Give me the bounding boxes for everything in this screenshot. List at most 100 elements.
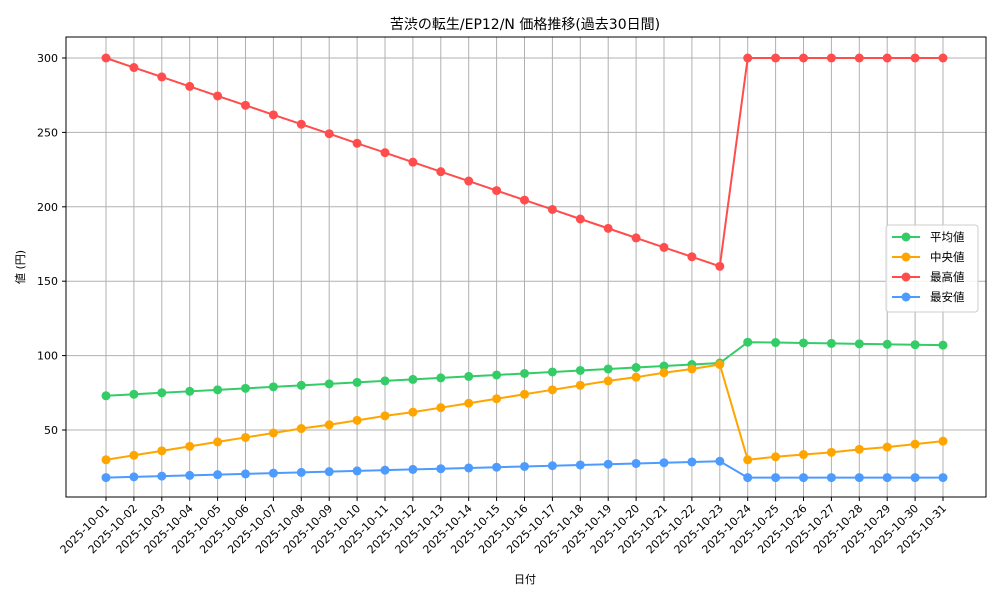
legend-label: 平均値 [930, 230, 965, 244]
chart-title: 苦渋の転生/EP12/N 価格推移(過去30日間) [390, 17, 660, 33]
data-point [129, 389, 139, 399]
data-point [826, 53, 836, 63]
data-point [826, 338, 836, 348]
y-tick-label: 300 [37, 52, 58, 65]
data-point [268, 110, 278, 120]
series-平均値 [101, 337, 948, 401]
data-point [771, 473, 781, 483]
data-point [324, 379, 334, 389]
data-point [603, 364, 613, 374]
data-point [352, 377, 362, 387]
data-point [715, 261, 725, 271]
data-point [185, 441, 195, 451]
y-axis: 50 100 150 200 250 300 [37, 52, 66, 437]
data-point [492, 462, 502, 472]
y-tick-label: 200 [37, 201, 58, 214]
data-point [603, 459, 613, 469]
data-point [659, 242, 669, 252]
data-point [938, 473, 948, 483]
data-point [380, 465, 390, 475]
data-point [129, 472, 139, 482]
data-point [436, 403, 446, 413]
x-axis: 2025-10-012025-10-022025-10-032025-10-04… [58, 497, 949, 556]
data-point [687, 364, 697, 374]
legend-label: 最高値 [930, 270, 965, 284]
data-point [324, 467, 334, 477]
data-point [575, 214, 585, 224]
data-point [213, 91, 223, 101]
data-point [603, 376, 613, 386]
data-point [352, 466, 362, 476]
data-point [241, 100, 250, 110]
data-point [687, 457, 697, 467]
data-point [296, 467, 306, 477]
data-point [799, 473, 808, 483]
series-最高値 [101, 53, 948, 271]
data-point [743, 337, 753, 347]
data-point [157, 446, 167, 456]
y-tick-label: 50 [44, 424, 58, 437]
data-point [157, 471, 167, 481]
data-point [296, 424, 306, 434]
data-point [408, 157, 418, 167]
data-point [520, 389, 529, 399]
plot-frame [65, 36, 987, 498]
data-point [380, 376, 390, 386]
data-point [631, 372, 641, 382]
series-lines [101, 53, 948, 483]
data-point [464, 176, 474, 186]
data-point [464, 463, 474, 473]
data-point [157, 72, 167, 82]
data-point [101, 53, 111, 63]
y-axis-label: 値 (円) [14, 250, 27, 284]
data-point [492, 370, 502, 380]
data-point [882, 442, 892, 452]
data-point [241, 383, 250, 393]
data-point [910, 473, 920, 483]
data-point [129, 63, 139, 73]
data-point [631, 233, 641, 243]
series-最安値 [101, 456, 948, 483]
data-point [268, 428, 278, 438]
data-point [296, 380, 306, 390]
data-point [129, 450, 139, 460]
data-point [575, 460, 585, 470]
y-tick-label: 150 [37, 275, 58, 288]
data-point [241, 469, 250, 479]
legend-label: 最安値 [930, 290, 965, 304]
data-point [464, 398, 474, 408]
data-point [799, 450, 808, 460]
data-point [771, 338, 781, 348]
data-point [268, 382, 278, 392]
data-point [659, 458, 669, 468]
data-point [631, 458, 641, 468]
data-point [520, 461, 529, 471]
data-point [436, 167, 446, 177]
legend-label: 中央値 [930, 250, 965, 264]
data-point [575, 380, 585, 390]
legend-box [885, 224, 979, 313]
data-point [547, 461, 557, 471]
data-point [520, 368, 529, 378]
data-point [101, 455, 111, 465]
data-point [882, 339, 892, 349]
data-point [910, 53, 920, 63]
data-point [743, 455, 753, 465]
data-point [352, 415, 362, 425]
data-point [268, 468, 278, 478]
data-point [324, 420, 334, 430]
data-point [324, 129, 334, 139]
data-point [492, 394, 502, 404]
data-point [380, 148, 390, 158]
data-point [799, 338, 808, 348]
data-point [213, 437, 223, 447]
data-point [854, 53, 864, 63]
grid-lines [66, 37, 986, 497]
data-point [771, 53, 781, 63]
data-point [743, 473, 753, 483]
data-point [436, 464, 446, 474]
y-tick-label: 100 [37, 350, 58, 363]
data-point [659, 368, 669, 378]
